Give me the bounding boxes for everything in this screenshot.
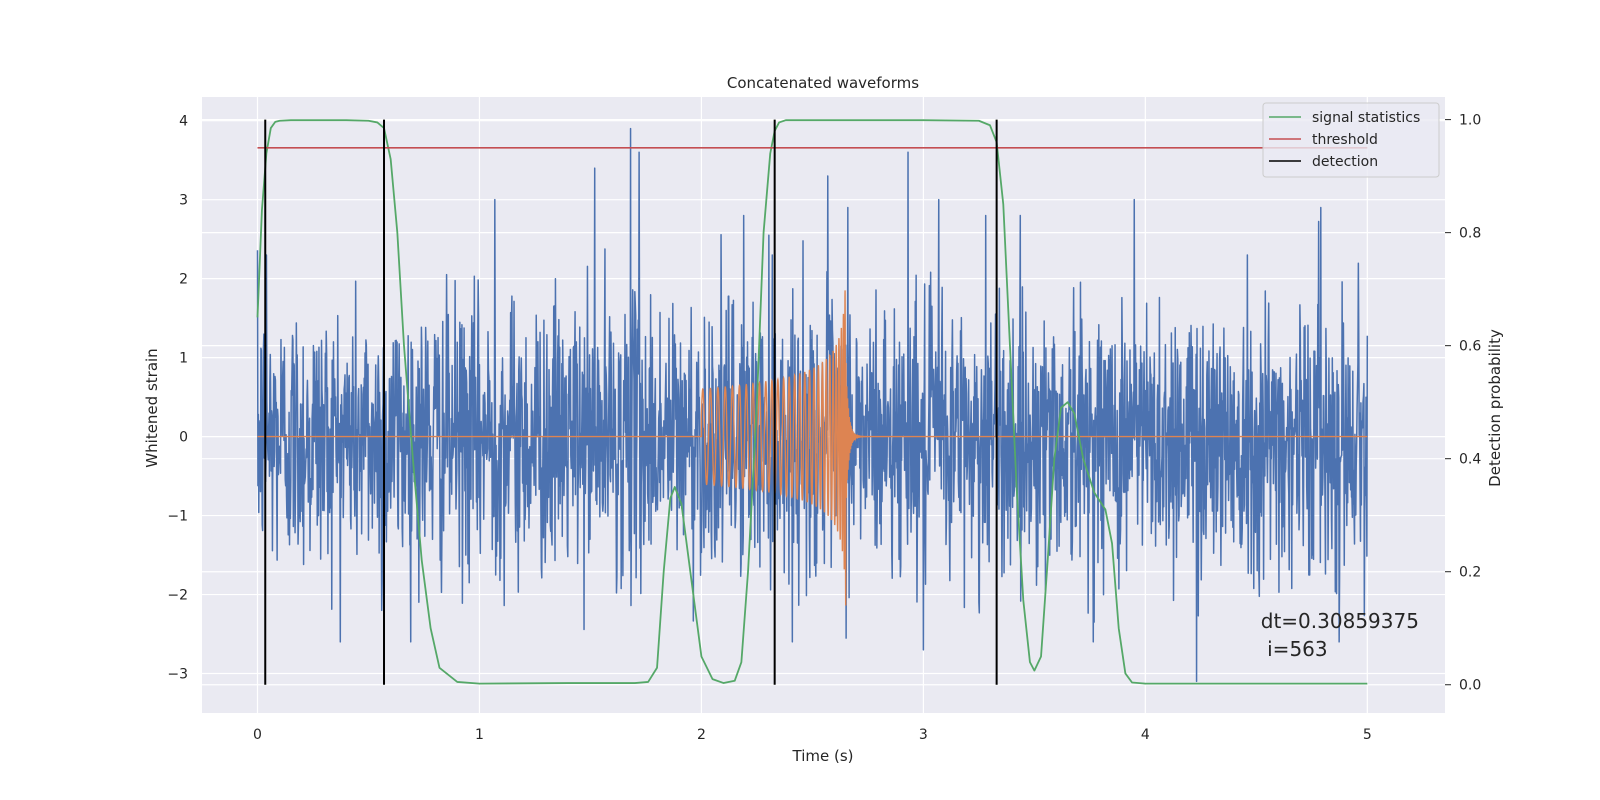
y2-tick-label: 0.8 bbox=[1459, 226, 1481, 242]
x-axis-ticks: 0 1 2 3 4 5 bbox=[253, 727, 1372, 743]
x-tick-label: 0 bbox=[253, 727, 262, 743]
legend: signal statistics threshold detection bbox=[1262, 102, 1440, 178]
y-axis-label: Whitened strain bbox=[143, 348, 161, 467]
detection-series bbox=[264, 119, 998, 685]
y-tick-label: 4 bbox=[179, 114, 188, 130]
y-tick-label: 3 bbox=[179, 193, 188, 209]
y2-tick-label: 0.6 bbox=[1459, 339, 1481, 355]
y-tick-label: −3 bbox=[167, 667, 188, 683]
y2-tick-label: 1.0 bbox=[1459, 113, 1481, 129]
chirp-line bbox=[257, 290, 1368, 606]
y-tick-label: 1 bbox=[179, 351, 188, 367]
y-tick-label: −1 bbox=[167, 509, 188, 525]
x-tick-label: 1 bbox=[475, 727, 484, 743]
signal-statistics-line bbox=[256, 119, 1368, 685]
x-axis-label: Time (s) bbox=[792, 747, 854, 765]
y-axis-ticks: −3 −2 −1 0 1 2 3 4 bbox=[167, 114, 188, 683]
y-tick-label: 0 bbox=[179, 430, 188, 446]
chirp-series bbox=[257, 290, 1368, 606]
signal-statistics-series bbox=[256, 119, 1368, 685]
chart-title: Concatenated waveforms bbox=[727, 74, 919, 92]
legend-label-threshold: threshold bbox=[1312, 132, 1378, 148]
x-tick-label: 4 bbox=[1141, 727, 1150, 743]
y2-tick-label: 0.0 bbox=[1459, 678, 1481, 694]
annotation-dt: dt=0.30859375 bbox=[1261, 609, 1419, 633]
y-tick-label: 2 bbox=[179, 272, 188, 288]
annotation-index: i=563 bbox=[1261, 637, 1328, 661]
legend-label-detection: detection bbox=[1312, 154, 1378, 170]
x-tick-label: 2 bbox=[697, 727, 706, 743]
annotation: dt=0.30859375 i=563 bbox=[1261, 609, 1419, 661]
x-tick-label: 5 bbox=[1363, 727, 1372, 743]
y2-axis-ticks: 0.0 0.2 0.4 0.6 0.8 1.0 bbox=[1445, 113, 1481, 694]
y2-tick-label: 0.4 bbox=[1459, 452, 1481, 468]
legend-label-signal-statistics: signal statistics bbox=[1312, 110, 1420, 126]
y-tick-label: −2 bbox=[167, 588, 188, 604]
x-tick-label: 3 bbox=[919, 727, 928, 743]
legend-box bbox=[1262, 102, 1440, 178]
y2-tick-label: 0.2 bbox=[1459, 565, 1481, 581]
y2-axis-label: Detection probability bbox=[1486, 329, 1504, 487]
